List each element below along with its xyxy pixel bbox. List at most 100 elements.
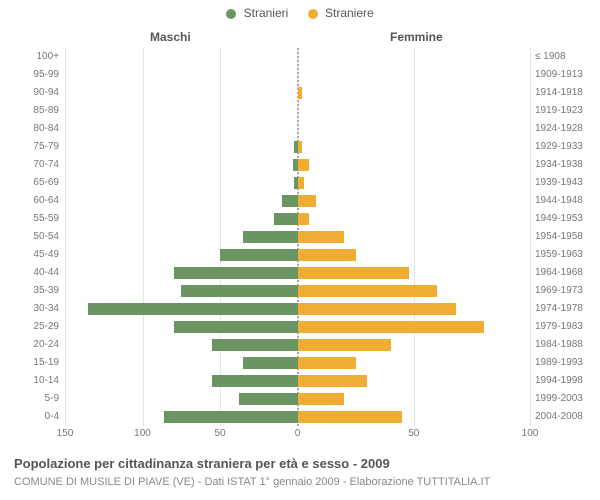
birth-year-label: 1984-1988 [535,336,595,354]
birth-year-label: 1914-1918 [535,84,595,102]
bar-female [298,339,391,351]
bar-male [239,393,298,405]
age-row: 50-541954-1958 [65,228,530,246]
bar-female [298,141,303,153]
bar-male [243,231,297,243]
age-label: 85-89 [15,102,59,120]
age-label: 10-14 [15,372,59,390]
bar-female [298,411,403,423]
birth-year-label: 1979-1983 [535,318,595,336]
legend-female-label: Straniere [325,6,374,20]
birth-year-label: ≤ 1908 [535,48,595,66]
birth-year-label: 1959-1963 [535,246,595,264]
birth-year-label: 1969-1973 [535,282,595,300]
column-title-male: Maschi [150,30,191,44]
bar-female [298,285,438,297]
birth-year-label: 1924-1928 [535,120,595,138]
bar-male [212,375,297,387]
birth-year-label: 1929-1933 [535,138,595,156]
birth-year-label: 1994-1998 [535,372,595,390]
age-row: 5-91999-2003 [65,390,530,408]
birth-year-label: 1944-1948 [535,192,595,210]
bar-male [212,339,297,351]
birth-year-label: 1999-2003 [535,390,595,408]
birth-year-label: 1939-1943 [535,174,595,192]
age-label: 40-44 [15,264,59,282]
birth-year-label: 1954-1958 [535,228,595,246]
age-label: 70-74 [15,156,59,174]
age-label: 5-9 [15,390,59,408]
x-tick-label: 50 [408,428,419,439]
age-row: 95-991909-1913 [65,66,530,84]
age-row: 0-42004-2008 [65,408,530,426]
age-label: 80-84 [15,120,59,138]
age-row: 70-741934-1938 [65,156,530,174]
bar-female [298,321,484,333]
age-row: 10-141994-1998 [65,372,530,390]
age-row: 30-341974-1978 [65,300,530,318]
bar-male [243,357,297,369]
x-tick-label: 0 [295,428,301,439]
birth-year-label: 1909-1913 [535,66,595,84]
age-label: 0-4 [15,408,59,426]
bar-male [174,321,298,333]
age-row: 20-241984-1988 [65,336,530,354]
footer-title: Popolazione per cittadinanza straniera p… [14,456,390,471]
bar-male [174,267,298,279]
age-label: 45-49 [15,246,59,264]
age-row: 65-691939-1943 [65,174,530,192]
bar-female [298,357,356,369]
bar-male [88,303,297,315]
age-label: 55-59 [15,210,59,228]
x-tick-label: 100 [522,428,539,439]
legend-dot-female [308,9,318,19]
birth-year-label: 2004-2008 [535,408,595,426]
age-label: 35-39 [15,282,59,300]
age-label: 90-94 [15,84,59,102]
bar-female [298,393,345,405]
age-row: 45-491959-1963 [65,246,530,264]
age-label: 95-99 [15,66,59,84]
age-label: 25-29 [15,318,59,336]
bar-male [164,411,297,423]
age-label: 65-69 [15,174,59,192]
bar-male [282,195,298,207]
age-row: 80-841924-1928 [65,120,530,138]
age-label: 60-64 [15,192,59,210]
age-row: 90-941914-1918 [65,84,530,102]
bar-female [298,375,368,387]
age-row: 40-441964-1968 [65,264,530,282]
age-row: 85-891919-1923 [65,102,530,120]
bar-female [298,231,345,243]
age-row: 15-191989-1993 [65,354,530,372]
birth-year-label: 1974-1978 [535,300,595,318]
plot-area: 15010050050100100+≤ 190895-991909-191390… [65,48,530,438]
age-label: 30-34 [15,300,59,318]
age-label: 75-79 [15,138,59,156]
bar-female [298,213,310,225]
age-row: 60-641944-1948 [65,192,530,210]
bar-female [298,159,310,171]
bar-female [298,249,356,261]
pyramid-chart: Stranieri Straniere Maschi Femmine Fasce… [0,0,600,500]
age-row: 100+≤ 1908 [65,48,530,66]
age-label: 20-24 [15,336,59,354]
age-label: 100+ [15,48,59,66]
bar-female [298,303,456,315]
legend: Stranieri Straniere [0,6,600,20]
legend-male: Stranieri [226,6,288,20]
legend-dot-male [226,9,236,19]
birth-year-label: 1964-1968 [535,264,595,282]
bar-female [298,267,410,279]
age-label: 15-19 [15,354,59,372]
x-tick-label: 150 [57,428,74,439]
age-row: 35-391969-1973 [65,282,530,300]
x-tick-label: 50 [214,428,225,439]
age-row: 55-591949-1953 [65,210,530,228]
bar-male [220,249,298,261]
birth-year-label: 1934-1938 [535,156,595,174]
footer-subtitle: COMUNE DI MUSILE DI PIAVE (VE) - Dati IS… [14,476,490,488]
column-title-female: Femmine [390,30,443,44]
bar-female [298,177,305,189]
bar-male [181,285,297,297]
